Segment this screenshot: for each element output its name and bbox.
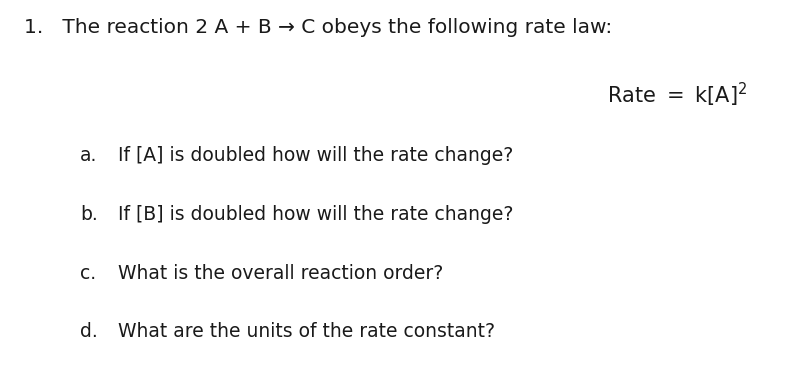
Text: $\mathregular{Rate\ =\ k[A]^2}$: $\mathregular{Rate\ =\ k[A]^2}$: [607, 81, 748, 109]
Text: If [A] is doubled how will the rate change?: If [A] is doubled how will the rate chan…: [118, 146, 514, 165]
Text: What are the units of the rate constant?: What are the units of the rate constant?: [118, 322, 495, 341]
Text: 1.   The reaction 2 A + B → C obeys the following rate law:: 1. The reaction 2 A + B → C obeys the fo…: [24, 18, 612, 37]
Text: b.: b.: [80, 205, 97, 224]
Text: a.: a.: [80, 146, 97, 165]
Text: d.: d.: [80, 322, 97, 341]
Text: c.: c.: [80, 264, 96, 283]
Text: If [B] is doubled how will the rate change?: If [B] is doubled how will the rate chan…: [118, 205, 514, 224]
Text: What is the overall reaction order?: What is the overall reaction order?: [118, 264, 443, 283]
